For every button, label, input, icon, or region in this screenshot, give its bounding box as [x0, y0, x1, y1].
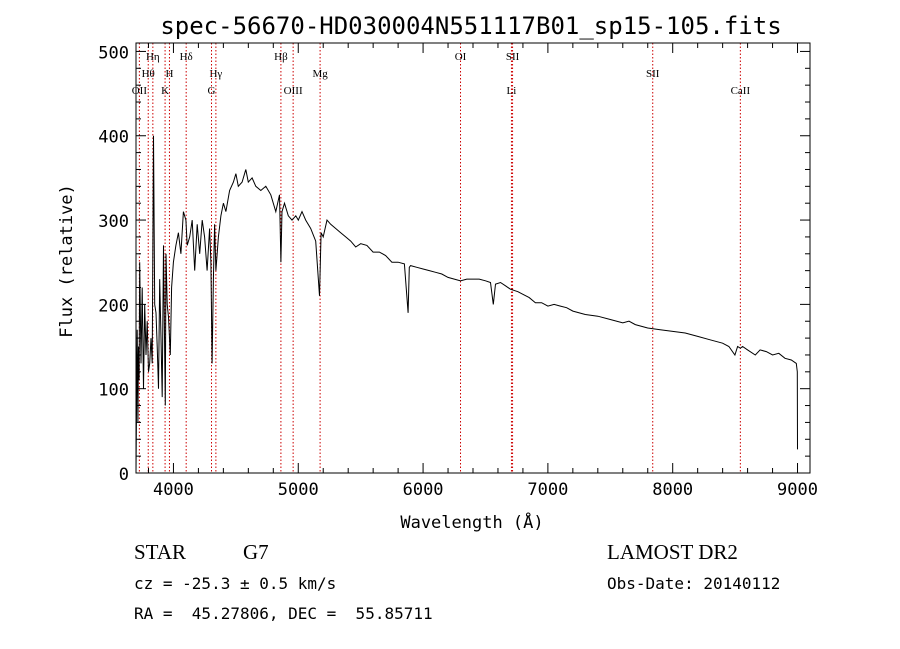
y-tick-label: 400	[98, 128, 129, 148]
spectral-line-label: G	[208, 85, 216, 97]
sky-coordinates: RA = 45.27806, DEC = 55.85711	[134, 604, 433, 623]
spectral-line-label: CaII	[731, 85, 751, 97]
object-subclass: G7	[243, 540, 269, 564]
x-tick-label: 4000	[153, 480, 194, 500]
spectrum-series-line	[135, 135, 798, 474]
y-tick-label: 200	[98, 296, 129, 316]
spectral-line-label: H	[165, 68, 173, 80]
redshift-velocity: cz = -25.3 ± 0.5 km/s	[134, 574, 337, 593]
x-tick-label: 6000	[403, 480, 444, 500]
x-tick-label: 5000	[278, 480, 319, 500]
spectral-line-label: OII	[132, 85, 148, 97]
spectral-line-label: Hγ	[209, 68, 222, 80]
spectral-line-label: Hβ	[274, 51, 288, 63]
spectrum-chart: spec-56670-HD030004N551117B01_sp15-105.f…	[57, 12, 818, 533]
spectral-line-label: SII	[506, 51, 520, 63]
spectral-line-label: Hθ	[142, 68, 155, 80]
y-tick-label: 300	[98, 212, 129, 232]
spectral-line-label: OIII	[284, 85, 303, 97]
survey-name: LAMOST DR2	[607, 540, 738, 564]
plot-frame	[135, 42, 811, 474]
y-tick-label: 100	[98, 381, 129, 401]
x-tick-label: 9000	[777, 480, 818, 500]
y-tick-label: 500	[98, 43, 129, 63]
spectral-line-label: K	[161, 85, 169, 97]
spectral-line-label: Hη	[146, 51, 160, 63]
x-axis-label: Wavelength (Å)	[400, 511, 543, 533]
y-tick-label: 0	[119, 465, 129, 485]
spectral-line-label: SII	[646, 68, 660, 80]
chart-title: spec-56670-HD030004N551117B01_sp15-105.f…	[160, 12, 781, 40]
x-tick-label: 8000	[652, 480, 693, 500]
spectral-line-label: Mg	[312, 68, 328, 80]
x-tick-label: 7000	[527, 480, 568, 500]
observation-date: Obs-Date: 20140112	[607, 574, 781, 593]
y-axis-label: Flux (relative)	[57, 184, 77, 338]
spectral-line-label: Li	[507, 85, 517, 97]
object-class: STAR	[134, 540, 186, 564]
spectral-line-label: Hδ	[180, 51, 193, 63]
spectral-line-label: OI	[455, 51, 467, 63]
